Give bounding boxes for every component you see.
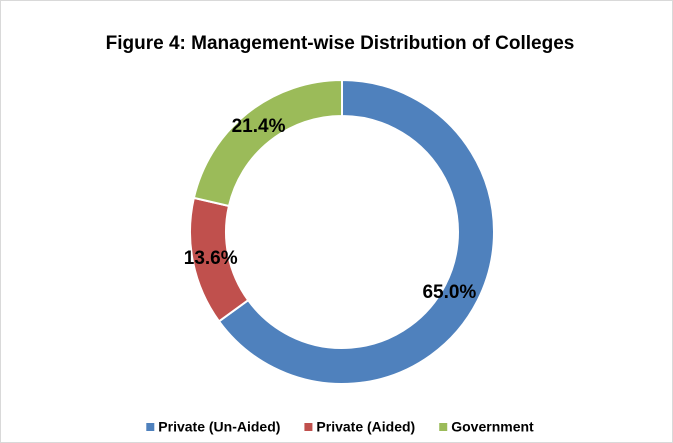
data-label: 65.0% <box>422 282 476 303</box>
donut-slice <box>217 78 495 385</box>
legend-swatch <box>304 423 313 431</box>
legend-label: Private (Aided) <box>316 419 415 435</box>
legend-swatch <box>439 423 448 431</box>
donut-slice <box>192 78 343 208</box>
chart-title: Figure 4: Management-wise Distribution o… <box>106 33 575 54</box>
data-label: 13.6% <box>184 248 238 269</box>
legend-swatch <box>146 423 155 431</box>
data-label: 21.4% <box>232 116 286 137</box>
legend-label: Private (Un-Aided) <box>158 419 280 435</box>
legend-label: Government <box>451 419 534 435</box>
